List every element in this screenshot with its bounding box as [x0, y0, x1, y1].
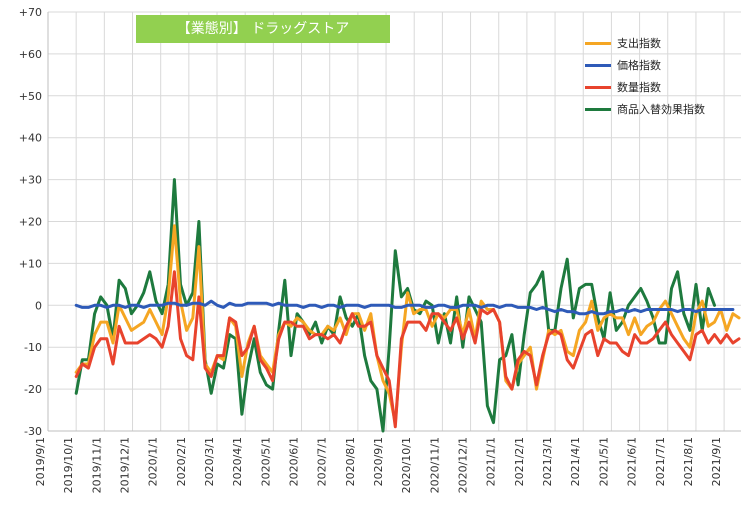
legend-item: 支出指数 — [585, 32, 705, 54]
x-tick-label: 2020/2/1 — [175, 437, 188, 486]
y-tick-label: +60 — [19, 48, 42, 61]
x-tick-label: 2020/11/1 — [428, 437, 441, 493]
legend-label: 支出指数 — [617, 37, 661, 50]
x-tick-label: 2019/9/1 — [34, 437, 47, 486]
y-tick-label: +10 — [19, 257, 42, 270]
legend-label: 商品入替効果指数 — [617, 103, 705, 116]
y-tick-label: -30 — [24, 425, 42, 438]
x-tick-label: 2021/7/1 — [654, 437, 667, 486]
x-tick-label: 2020/7/1 — [316, 437, 329, 486]
legend-swatch — [585, 41, 611, 45]
series-line-2 — [74, 270, 741, 429]
x-tick-label: 2020/10/1 — [400, 437, 413, 493]
x-tick-label: 2021/6/1 — [626, 437, 639, 486]
x-tick-label: 2021/3/1 — [541, 437, 554, 486]
legend: 支出指数価格指数数量指数商品入替効果指数 — [585, 32, 705, 120]
series-lines — [74, 178, 741, 433]
x-tick-label: 2019/11/1 — [90, 437, 103, 493]
x-tick-label: 2019/10/1 — [62, 437, 75, 493]
x-tick-label: 2020/8/1 — [344, 437, 357, 486]
y-tick-label: +20 — [19, 216, 42, 229]
legend-label: 価格指数 — [617, 59, 661, 72]
y-tick-label: -10 — [24, 341, 42, 354]
legend-swatch — [585, 63, 611, 67]
legend-label: 数量指数 — [617, 81, 661, 94]
x-tick-label: 2021/1/1 — [485, 437, 498, 486]
x-tick-label: 2021/8/1 — [682, 437, 695, 486]
legend-item: 価格指数 — [585, 54, 705, 76]
legend-swatch — [585, 107, 611, 111]
series-line-1 — [74, 299, 735, 316]
x-tick-label: 2021/5/1 — [597, 437, 610, 486]
x-tick-label: 2020/6/1 — [288, 437, 301, 486]
y-tick-label: -20 — [24, 383, 42, 396]
series-line-3 — [74, 178, 716, 433]
y-tick-label: +70 — [19, 6, 42, 19]
y-tick-label: +30 — [19, 174, 42, 187]
y-tick-label: +40 — [19, 132, 42, 145]
x-tick-label: 2020/9/1 — [372, 437, 385, 486]
x-tick-label: 2021/4/1 — [569, 437, 582, 486]
legend-item: 商品入替効果指数 — [585, 98, 705, 120]
x-tick-label: 2020/12/1 — [457, 437, 470, 493]
y-tick-label: 0 — [35, 299, 42, 312]
legend-swatch — [585, 85, 611, 89]
chart-title: 【業態別】 ドラッグストア — [136, 15, 390, 43]
legend-item: 数量指数 — [585, 76, 705, 98]
x-tick-label: 2021/9/1 — [710, 437, 723, 486]
x-tick-label: 2020/5/1 — [259, 437, 272, 486]
x-tick-label: 2020/1/1 — [147, 437, 160, 486]
x-tick-label: 2021/2/1 — [513, 437, 526, 486]
x-tick-label: 2020/3/1 — [203, 437, 216, 486]
y-tick-label: +50 — [19, 90, 42, 103]
x-tick-label: 2019/12/1 — [119, 437, 132, 493]
x-tick-label: 2020/4/1 — [231, 437, 244, 486]
series-line-0 — [74, 224, 741, 425]
